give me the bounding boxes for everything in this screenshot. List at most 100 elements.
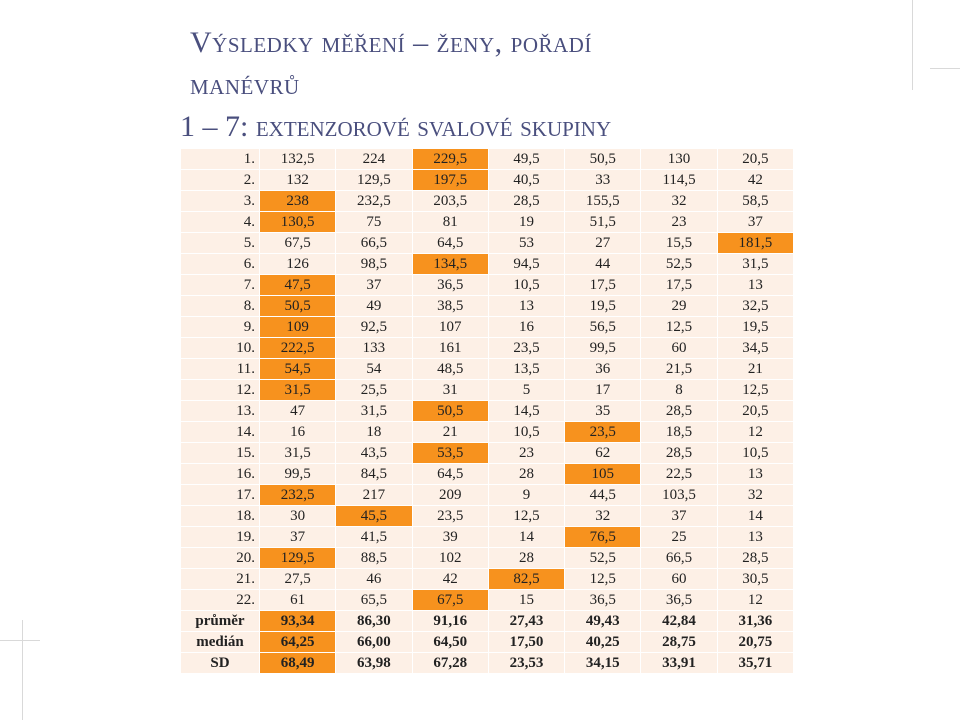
table-cell: 12 bbox=[717, 422, 793, 442]
table-cell: 62 bbox=[565, 443, 641, 463]
table-cell: 68,49 bbox=[260, 653, 336, 673]
table-cell: 50,5 bbox=[565, 149, 641, 169]
table-cell: 99,5 bbox=[260, 464, 336, 484]
table-cell: 34,5 bbox=[717, 338, 793, 358]
table-cell: 30,5 bbox=[717, 569, 793, 589]
table-cell: 29 bbox=[641, 296, 717, 316]
table-cell: 132 bbox=[260, 170, 336, 190]
table-cell: 9 bbox=[488, 485, 565, 505]
row-label: 1. bbox=[181, 149, 259, 169]
table-cell: 28,5 bbox=[717, 548, 793, 568]
table-row: 4. 130,5 75 81 19 51,5 23 37 bbox=[181, 212, 793, 232]
table-cell: 32 bbox=[717, 485, 793, 505]
table-cell: 64,5 bbox=[412, 464, 488, 484]
table-cell: 34,15 bbox=[565, 653, 641, 673]
table-cell: 67,28 bbox=[412, 653, 488, 673]
table-cell: 65,5 bbox=[336, 590, 412, 610]
table-cell: 54,5 bbox=[260, 359, 336, 379]
table-cell: 232,5 bbox=[336, 191, 412, 211]
table-cell: 103,5 bbox=[641, 485, 717, 505]
table-row: 3. 238 232,5 203,5 28,5 155,5 32 58,5 bbox=[181, 191, 793, 211]
table-row: 8. 50,5 49 38,5 13 19,5 29 32,5 bbox=[181, 296, 793, 316]
table-cell: 25,5 bbox=[336, 380, 412, 400]
table-cell: 16 bbox=[488, 317, 565, 337]
row-label: 5. bbox=[181, 233, 259, 253]
table-cell: 61 bbox=[260, 590, 336, 610]
table-cell: 30 bbox=[260, 506, 336, 526]
table-cell: 35 bbox=[565, 401, 641, 421]
table-cell: 47,5 bbox=[260, 275, 336, 295]
table-cell: 84,5 bbox=[336, 464, 412, 484]
table-cell: 63,98 bbox=[336, 653, 412, 673]
table-cell: 23,5 bbox=[565, 422, 641, 442]
table-cell: 37 bbox=[641, 506, 717, 526]
table-cell: 12,5 bbox=[641, 317, 717, 337]
table-cell: 39 bbox=[412, 527, 488, 547]
table-cell: 105 bbox=[565, 464, 641, 484]
title-line-1: Výsledky měření – ženy, pořadí bbox=[190, 26, 592, 59]
table-cell: 17,5 bbox=[565, 275, 641, 295]
table-cell: 130,5 bbox=[260, 212, 336, 232]
table-cell: 102 bbox=[412, 548, 488, 568]
table-cell: 31,5 bbox=[260, 443, 336, 463]
table-cell: 66,5 bbox=[336, 233, 412, 253]
table-cell: 12,5 bbox=[717, 380, 793, 400]
row-label: 17. bbox=[181, 485, 259, 505]
table-cell: 14,5 bbox=[488, 401, 565, 421]
title-line-2: manévrů bbox=[190, 68, 300, 101]
row-label: 16. bbox=[181, 464, 259, 484]
row-label: SD bbox=[181, 653, 259, 673]
table-cell: 20,5 bbox=[717, 149, 793, 169]
table-cell: 38,5 bbox=[412, 296, 488, 316]
table-cell: 197,5 bbox=[412, 170, 488, 190]
table-cell: 32,5 bbox=[717, 296, 793, 316]
table-cell: 134,5 bbox=[412, 254, 488, 274]
table-cell: 98,5 bbox=[336, 254, 412, 274]
table-cell: 88,5 bbox=[336, 548, 412, 568]
table-cell: 17 bbox=[565, 380, 641, 400]
table-cell: 28 bbox=[488, 548, 565, 568]
table-cell: 203,5 bbox=[412, 191, 488, 211]
table-cell: 60 bbox=[641, 338, 717, 358]
table-cell: 107 bbox=[412, 317, 488, 337]
row-label: 11. bbox=[181, 359, 259, 379]
table-cell: 19,5 bbox=[565, 296, 641, 316]
table-cell: 42 bbox=[412, 569, 488, 589]
table-cell: 232,5 bbox=[260, 485, 336, 505]
table-cell: 50,5 bbox=[412, 401, 488, 421]
row-label: 12. bbox=[181, 380, 259, 400]
table-cell: 12 bbox=[717, 590, 793, 610]
table-cell: 20,75 bbox=[717, 632, 793, 652]
table-cell: 28,5 bbox=[641, 443, 717, 463]
table-cell: 238 bbox=[260, 191, 336, 211]
table-cell: 23 bbox=[641, 212, 717, 232]
table-cell: 47 bbox=[260, 401, 336, 421]
table-cell: 129,5 bbox=[336, 170, 412, 190]
table-cell: 21 bbox=[717, 359, 793, 379]
table-row: 20. 129,5 88,5 102 28 52,5 66,5 28,5 bbox=[181, 548, 793, 568]
table-cell: 43,5 bbox=[336, 443, 412, 463]
table-cell: 13 bbox=[717, 464, 793, 484]
table-cell: 161 bbox=[412, 338, 488, 358]
table-row: 1. 132,5 224 229,5 49,5 50,5 130 20,5 bbox=[181, 149, 793, 169]
table-cell: 66,5 bbox=[641, 548, 717, 568]
row-label: 6. bbox=[181, 254, 259, 274]
row-label: 3. bbox=[181, 191, 259, 211]
table-cell: 36,5 bbox=[412, 275, 488, 295]
table-cell: 21,5 bbox=[641, 359, 717, 379]
table-cell: 37 bbox=[336, 275, 412, 295]
table-cell: 28,75 bbox=[641, 632, 717, 652]
table-cell: 52,5 bbox=[565, 548, 641, 568]
row-label: 14. bbox=[181, 422, 259, 442]
table-row: 2. 132 129,5 197,5 40,5 33 114,5 42 bbox=[181, 170, 793, 190]
table-cell: 209 bbox=[412, 485, 488, 505]
stat-row: medián 64,25 66,00 64,50 17,50 40,25 28,75 20,7… bbox=[181, 632, 793, 652]
table-cell: 93,34 bbox=[260, 611, 336, 631]
table-cell: 49,43 bbox=[565, 611, 641, 631]
table-cell: 27 bbox=[565, 233, 641, 253]
table-cell: 28,5 bbox=[488, 191, 565, 211]
table-row: 21. 27,5 46 42 82,5 12,5 60 30,5 bbox=[181, 569, 793, 589]
row-label: 22. bbox=[181, 590, 259, 610]
table-cell: 37 bbox=[260, 527, 336, 547]
table-cell: 50,5 bbox=[260, 296, 336, 316]
